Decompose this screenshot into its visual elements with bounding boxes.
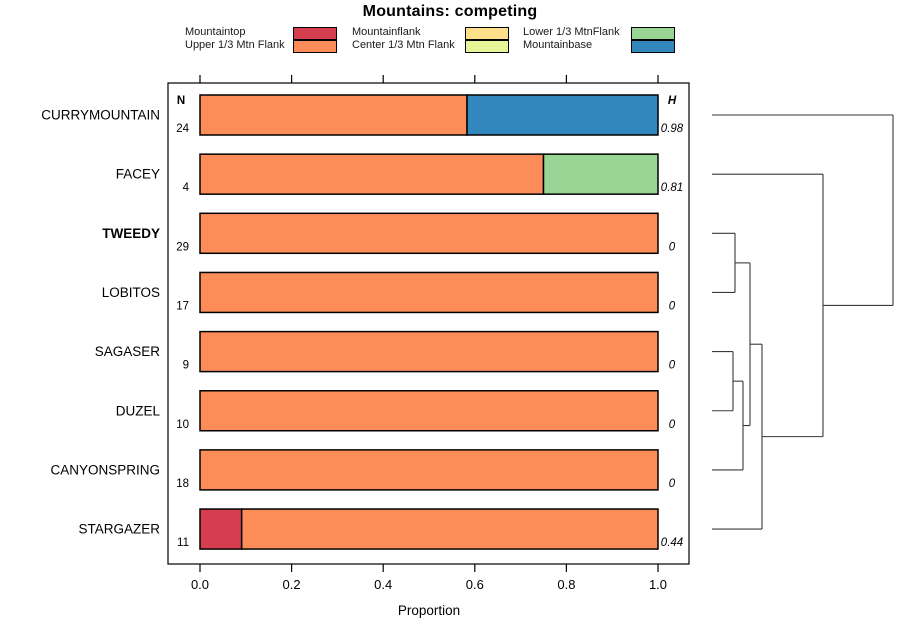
bar-segment bbox=[199, 94, 468, 136]
row-h-value: 0 bbox=[669, 478, 676, 490]
row-h-value: 0.44 bbox=[661, 537, 683, 549]
bar-segment bbox=[240, 508, 659, 550]
x-axis-tick-label: 0.2 bbox=[283, 577, 301, 592]
row-label: CURRYMOUNTAIN bbox=[41, 108, 160, 123]
x-axis-tick-label: 0.0 bbox=[191, 577, 209, 592]
bar-segment bbox=[199, 449, 659, 491]
legend-label: Mountainflank bbox=[352, 26, 421, 38]
x-axis-title: Proportion bbox=[397, 603, 461, 618]
row-n-value: 18 bbox=[176, 478, 189, 490]
legend-swatch bbox=[631, 40, 675, 53]
x-axis-tick-label: 0.4 bbox=[374, 577, 392, 592]
row-label: STARGAZER bbox=[78, 522, 160, 537]
row-label: DUZEL bbox=[116, 403, 161, 418]
x-axis-tick-label: 1.0 bbox=[649, 577, 667, 592]
row-h-value: 0 bbox=[669, 419, 676, 431]
legend-swatch bbox=[465, 40, 509, 53]
legend-swatch bbox=[465, 27, 509, 40]
bar-segment bbox=[466, 94, 659, 136]
bar-segment bbox=[199, 330, 659, 373]
row-h-value: 0 bbox=[669, 360, 676, 372]
row-n-value: 11 bbox=[177, 537, 189, 549]
legend-swatch bbox=[631, 27, 675, 40]
legend-swatch bbox=[293, 27, 337, 40]
row-n-value: 17 bbox=[176, 300, 189, 312]
row-label: LOBITOS bbox=[102, 285, 160, 300]
bar-segment bbox=[199, 390, 659, 432]
row-n-value: 29 bbox=[176, 241, 189, 253]
row-h-value: 0.81 bbox=[661, 182, 683, 194]
legend-label: Mountainbase bbox=[523, 39, 593, 51]
legend-swatch bbox=[293, 40, 337, 53]
row-n-value: 24 bbox=[176, 123, 189, 135]
row-h-value: 0 bbox=[669, 300, 676, 312]
n-column-header: N bbox=[177, 95, 185, 107]
row-label: FACEY bbox=[116, 167, 160, 182]
row-n-value: 10 bbox=[176, 419, 189, 431]
row-label: SAGASER bbox=[95, 344, 161, 359]
row-n-value: 9 bbox=[183, 360, 189, 372]
bar-segment bbox=[199, 153, 545, 195]
bar-segment bbox=[199, 271, 659, 314]
legend-label: Center 1/3 Mtn Flank bbox=[352, 39, 455, 51]
row-label: CANYONSPRING bbox=[50, 462, 160, 477]
bar-segment bbox=[199, 212, 659, 255]
row-h-value: 0 bbox=[669, 241, 676, 253]
legend-label: Mountaintop bbox=[185, 26, 246, 38]
row-label: TWEEDY bbox=[102, 226, 160, 241]
x-axis-tick-label: 0.8 bbox=[557, 577, 575, 592]
bar-segment bbox=[542, 153, 659, 195]
h-column-header: H bbox=[668, 95, 677, 107]
legend-label: Upper 1/3 Mtn Flank bbox=[185, 39, 285, 51]
row-n-value: 4 bbox=[183, 182, 190, 194]
plot-box bbox=[167, 82, 690, 565]
chart-title: Mountains: competing bbox=[362, 3, 538, 20]
legend-label: Lower 1/3 MtnFlank bbox=[523, 26, 620, 38]
bar-segment bbox=[199, 508, 243, 550]
x-axis-tick-label: 0.6 bbox=[466, 577, 484, 592]
row-h-value: 0.98 bbox=[661, 123, 684, 135]
